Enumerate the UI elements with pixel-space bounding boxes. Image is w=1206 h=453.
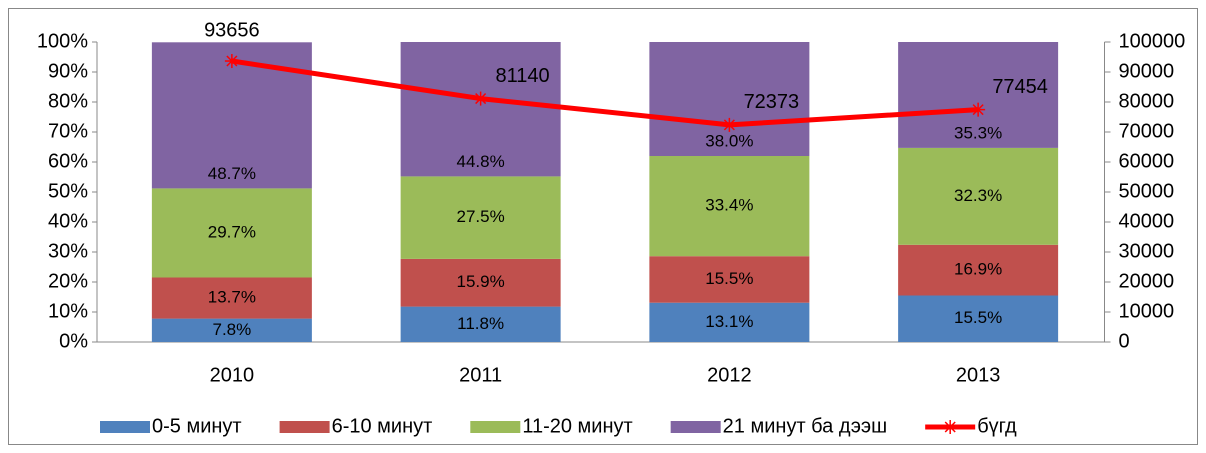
x-tick-label: 2011 [459, 364, 502, 386]
data-label: 13.1% [705, 312, 753, 331]
bar-segment [649, 302, 810, 342]
data-label: 33.4% [705, 196, 753, 215]
y-tick-label: 10% [48, 300, 88, 322]
data-label: 15.5% [705, 269, 753, 288]
marker-stroke [226, 55, 238, 67]
bar-segment [400, 42, 561, 177]
marker-stroke [475, 93, 487, 105]
bar-segment [151, 188, 312, 278]
y-tick-label: 50% [48, 180, 88, 202]
y-tick-label: 60% [48, 150, 88, 172]
legend-label: 0-5 минут [152, 415, 242, 437]
legend-label: бүгд [977, 415, 1017, 437]
y2-tick-label: 0 [1119, 330, 1130, 352]
data-label: 7.8% [213, 320, 252, 339]
y-tick-label: 90% [48, 60, 88, 82]
legend-swatch [100, 421, 150, 433]
bar-segment [898, 147, 1059, 245]
y-tick-label: 100% [37, 30, 88, 52]
x-tick-label: 2010 [210, 364, 255, 386]
legend-swatch [470, 421, 521, 433]
bar-segment [400, 176, 561, 259]
data-label: 44.8% [457, 152, 505, 171]
y2-tick-label: 30000 [1119, 240, 1175, 262]
data-label: 32.3% [954, 186, 1002, 205]
bar-segment [649, 156, 810, 257]
marker-stroke [972, 104, 984, 116]
line-series [231, 58, 979, 128]
bar-segment [400, 306, 561, 342]
legend-label: 11-20 минут [522, 415, 632, 437]
y-tick-label: 70% [48, 120, 88, 142]
bar-segment [400, 258, 561, 307]
bar-segment [151, 318, 312, 342]
data-label: 16.9% [954, 260, 1002, 279]
bar-segment [898, 244, 1059, 296]
marker-stroke [723, 119, 735, 131]
line-data-label: 93656 [204, 19, 260, 41]
data-label: 35.3% [954, 123, 1002, 142]
data-label: 15.5% [954, 308, 1002, 327]
legend-marker [943, 420, 958, 434]
y2-tick-label: 50000 [1119, 180, 1175, 202]
data-label: 13.7% [208, 288, 256, 307]
bar-segment [898, 295, 1059, 342]
bar-segment [151, 277, 312, 319]
line-marker [722, 117, 737, 132]
data-label: 11.8% [457, 314, 504, 333]
data-label: 38.0% [705, 131, 753, 150]
y2-tick-label: 70000 [1119, 120, 1175, 142]
legend-swatch [670, 421, 721, 433]
legend-label: 21 минут ба дээш [723, 415, 888, 437]
y2-tick-label: 40000 [1119, 210, 1175, 232]
y2-tick-label: 100000 [1119, 30, 1186, 52]
bar-segment [898, 42, 1059, 148]
y2-tick-label: 90000 [1119, 60, 1175, 82]
data-label: 29.7% [208, 222, 256, 241]
y2-tick-label: 20000 [1119, 270, 1175, 292]
y-tick-label: 0% [59, 330, 88, 352]
x-tick-label: 2012 [707, 364, 752, 386]
y2-tick-label: 10000 [1119, 300, 1175, 322]
line-marker [473, 91, 488, 106]
line-data-label: 72373 [744, 91, 800, 113]
line-marker [971, 102, 986, 117]
line-data-label: 77454 [992, 76, 1048, 98]
y-tick-label: 80% [48, 90, 88, 112]
x-tick-label: 2013 [956, 364, 1001, 386]
y-tick-label: 20% [48, 270, 88, 292]
data-label: 48.7% [208, 164, 256, 183]
y-tick-label: 30% [48, 240, 88, 262]
marker-stroke [944, 421, 956, 433]
line-marker [224, 54, 239, 69]
y2-tick-label: 80000 [1119, 90, 1175, 112]
y-tick-label: 40% [48, 210, 88, 232]
bar-segment [649, 256, 810, 303]
data-label: 15.9% [457, 272, 505, 291]
bar-segment [649, 42, 810, 156]
legend-swatch [279, 421, 330, 433]
line-data-label: 81140 [496, 65, 550, 87]
legend-label: 6-10 минут [332, 415, 433, 437]
data-label: 27.5% [457, 207, 505, 226]
y2-tick-label: 60000 [1119, 150, 1175, 172]
